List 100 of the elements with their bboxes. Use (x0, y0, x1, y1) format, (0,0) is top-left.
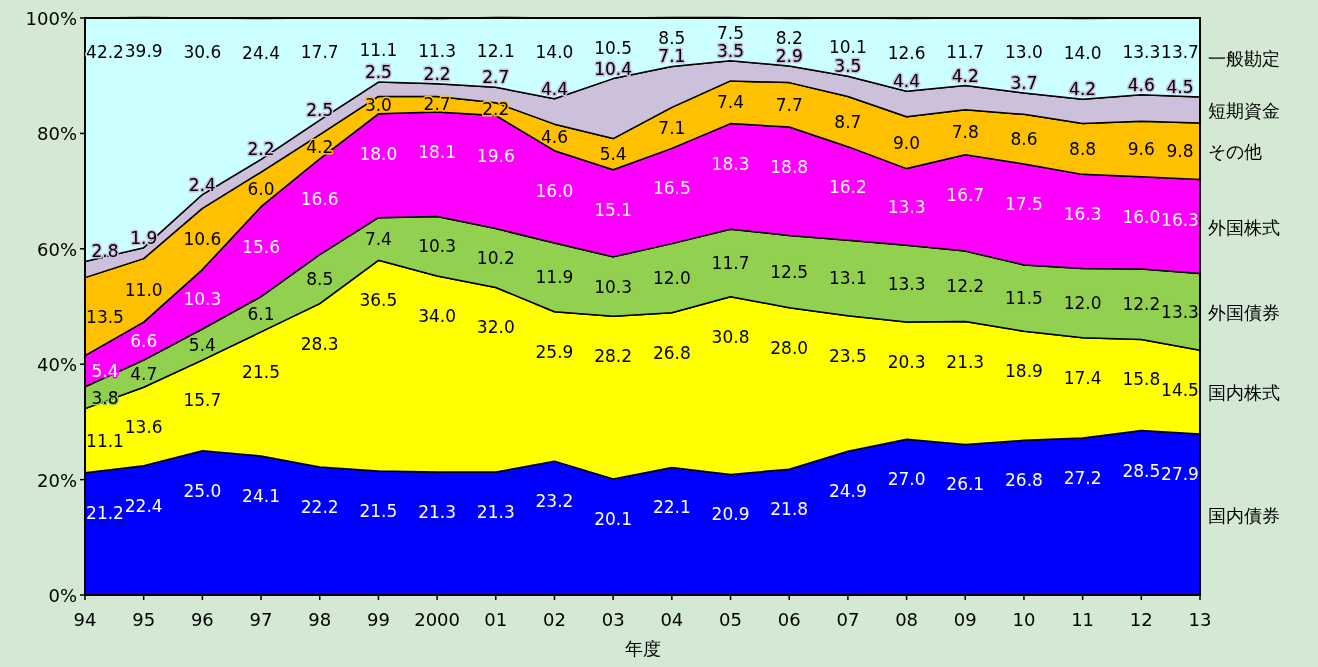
data-label: 5.4 (599, 144, 627, 165)
x-tick-label: 11 (1071, 609, 1095, 630)
data-label: 15.1 (594, 199, 633, 220)
series-label: 国内株式 (1208, 382, 1280, 404)
x-tick-label: 95 (132, 609, 156, 630)
data-label: 12.2 (946, 276, 985, 297)
data-label: 6.1 (247, 304, 275, 325)
data-label: 2.2 (423, 63, 451, 84)
data-label: 7.5 (717, 22, 745, 43)
data-label: 7.4 (717, 92, 745, 113)
data-label: 4.4 (540, 78, 568, 99)
data-label: 22.2 (300, 496, 339, 517)
data-label: 4.7 (130, 363, 158, 384)
data-label: 11.1 (359, 40, 398, 61)
x-tick-label: 10 (1012, 609, 1036, 630)
data-label: 4.4 (893, 71, 921, 92)
x-tick-label: 08 (895, 609, 919, 630)
data-label: 8.7 (834, 111, 862, 132)
data-label: 5.4 (188, 334, 216, 355)
data-label: 18.0 (359, 143, 398, 164)
data-label: 2.5 (364, 62, 392, 83)
x-tick-label: 04 (660, 609, 684, 630)
data-label: 27.0 (887, 469, 926, 490)
series-label: その他 (1208, 141, 1262, 163)
series-label: 国内債券 (1208, 504, 1280, 526)
data-label: 11.0 (124, 280, 163, 301)
data-label: 20.3 (887, 352, 926, 373)
data-label: 4.6 (540, 127, 568, 148)
data-label: 21.8 (770, 499, 809, 520)
data-label: 11.7 (946, 41, 985, 62)
data-label: 17.7 (300, 42, 339, 62)
data-label: 22.1 (652, 497, 691, 518)
data-label: 13.3 (887, 273, 926, 294)
x-tick-label: 06 (777, 609, 801, 630)
data-label: 15.8 (1122, 369, 1161, 390)
data-label: 16.2 (828, 176, 867, 197)
data-label: 13.1 (828, 267, 867, 288)
data-label: 21.2 (86, 502, 124, 523)
y-tick-label: 20% (36, 469, 77, 491)
data-label: 21.3 (418, 502, 457, 523)
x-tick-label: 02 (543, 609, 566, 630)
data-label: 21.3 (476, 502, 515, 523)
data-label: 4.2 (306, 136, 334, 157)
data-label: 26.1 (946, 474, 985, 495)
data-label: 14.0 (535, 42, 574, 62)
data-label: 25.0 (183, 480, 222, 501)
data-label: 8.8 (1069, 138, 1097, 159)
data-label: 39.9 (124, 41, 163, 62)
data-label: 13.6 (124, 416, 163, 437)
data-label: 16.3 (1161, 209, 1199, 230)
data-label: 4.5 (1166, 77, 1194, 98)
data-label: 34.0 (418, 305, 457, 326)
data-label: 7.7 (775, 94, 803, 115)
data-label: 16.3 (1063, 204, 1102, 225)
data-label: 11.9 (535, 267, 574, 288)
data-label: 4.2 (1069, 79, 1097, 100)
data-label: 10.2 (476, 248, 515, 269)
data-label: 30.8 (711, 326, 750, 347)
data-label: 3.7 (1010, 73, 1038, 94)
x-tick-label: 98 (308, 609, 332, 630)
data-label: 16.6 (300, 188, 339, 209)
data-label: 8.5 (658, 28, 686, 49)
data-label: 2.8 (91, 241, 119, 262)
data-label: 13.0 (1005, 42, 1043, 62)
data-label: 12.2 (1122, 294, 1161, 315)
data-label: 23.5 (828, 345, 867, 366)
data-label: 20.1 (594, 509, 633, 530)
data-label: 3.5 (834, 56, 862, 77)
data-label: 17.4 (1063, 367, 1102, 388)
data-label: 19.6 (476, 145, 515, 166)
data-label: 12.0 (652, 268, 691, 289)
data-label: 18.9 (1005, 361, 1043, 382)
data-label: 3.5 (717, 40, 745, 61)
data-label: 10.3 (594, 276, 633, 297)
data-label: 28.3 (300, 333, 339, 354)
data-label: 26.8 (652, 342, 691, 363)
data-label: 21.5 (242, 361, 280, 382)
data-label: 16.5 (652, 178, 691, 199)
data-label: 27.2 (1063, 468, 1102, 489)
x-tick-label: 07 (836, 609, 860, 630)
x-tick-label: 99 (366, 609, 390, 630)
data-label: 4.2 (951, 65, 979, 86)
data-label: 9.0 (893, 132, 921, 153)
data-label: 25.9 (535, 341, 574, 362)
data-label: 5.4 (91, 361, 119, 382)
data-label: 13.7 (1161, 42, 1199, 62)
series-label: 短期資金 (1208, 100, 1280, 122)
data-label: 2.7 (482, 67, 510, 88)
x-tick-label: 13 (1188, 609, 1212, 630)
x-tick-label: 12 (1129, 609, 1153, 630)
data-label: 10.1 (828, 37, 867, 58)
x-axis-title: 年度 (624, 638, 661, 659)
data-label: 14.0 (1063, 42, 1102, 63)
data-label: 13.5 (86, 306, 124, 327)
data-label: 11.3 (418, 41, 457, 62)
series-label: 外国株式 (1208, 216, 1280, 238)
data-label: 9.8 (1166, 141, 1194, 162)
series-label: 一般勘定 (1208, 47, 1280, 69)
data-label: 10.3 (183, 289, 222, 310)
data-label: 18.1 (418, 142, 457, 163)
